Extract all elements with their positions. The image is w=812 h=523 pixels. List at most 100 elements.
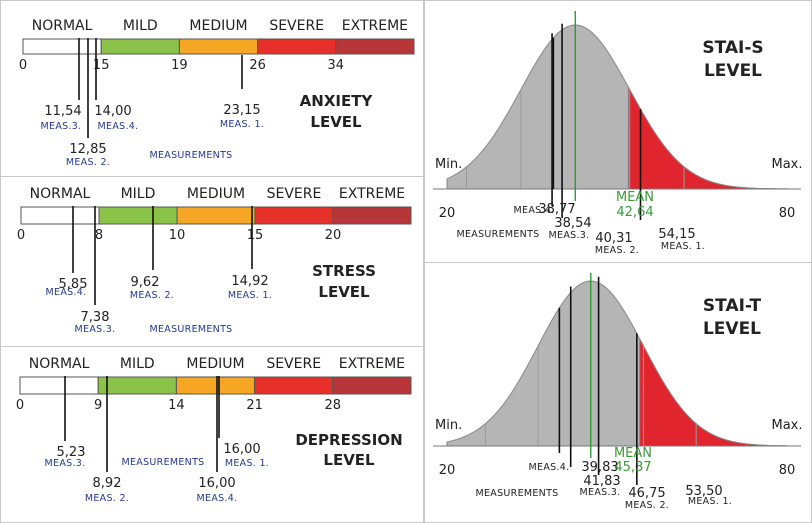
depression-threshold-label: 9 [94,398,102,413]
stress-category-label: MEDIUM [187,186,245,202]
stai-s-measurement-value: 38,54 [554,216,591,231]
stai-t-min-label: Min. [435,418,462,433]
depression-band-medium [175,376,256,395]
stai-t-measurement-value: 41,83 [583,474,620,489]
depression-measurement-name: MEAS. 2. [85,493,129,504]
stress-threshold-label: 20 [325,228,342,243]
stai-s-max-label: Max. [771,157,802,172]
depression-category-label: MEDIUM [186,356,244,372]
stress-threshold-label: 8 [95,228,103,243]
stress-measurement-name: MEAS.3. [75,324,116,335]
stai-t-measurement-value: 53,50 [685,484,722,499]
anxiety-band-normal [22,38,102,55]
depression-measurement-name: MEAS. 1. [225,458,269,469]
stai-s-title-line-1: STAI-S [702,38,763,58]
stai-t-title-line-2: LEVEL [703,319,761,339]
depression-measurement-value: 16,00 [223,442,260,457]
stai-s-x-max-value: 80 [779,206,796,221]
stai-t-measurement-name: MEAS.3. [580,487,621,498]
depression-measurement-value: 5,23 [57,445,86,460]
anxiety-category-label: NORMAL [32,18,93,34]
stai-t-mean-value: 45,37 [614,460,651,475]
anxiety-level-chart: NORMAL MILD MEDIUM SEVERE EXTREME 0 15 19 26 34 23… [19,18,415,168]
stai-s-measurement-value: 54,15 [658,227,695,242]
stai-s-level-panel: Min. Max. 20 80 54,15 MEAS. 1. 40,31 MEAS. 2. 38… [424,0,812,264]
stress-threshold-label: 10 [169,228,186,243]
stai-t-high-tail-area [639,338,788,447]
depression-category-label: NORMAL [29,356,90,372]
stress-measurement-value: 7,38 [81,310,110,325]
anxiety-category-label: EXTREME [342,18,408,34]
stai-s-measurement-name: MEAS.3. [549,230,590,241]
depression-measurement-name: MEAS.4. [197,493,238,504]
depression-band-extreme [332,376,412,395]
stai-t-measurement-name: MEAS.4. [529,462,570,473]
anxiety-measurement-name: MEAS. 2. [66,157,110,168]
stress-level-chart: NORMAL MILD MEDIUM SEVERE EXTREME 0 8 10 15 20 14,… [17,186,412,335]
stress-measurement-name: MEAS. 1. [228,290,272,301]
anxiety-title-line-1: ANXIETY [300,92,374,110]
stress-band-normal [20,206,100,225]
anxiety-measurement-value: 11,54 [44,104,81,119]
depression-band-mild [97,376,177,395]
stress-band-medium [176,206,256,225]
depression-threshold-label: 21 [246,398,263,413]
anxiety-band-severe [257,38,337,55]
stress-measurement-value: 14,92 [231,274,268,289]
stress-band-extreme [332,206,412,225]
stress-title-line-2: LEVEL [318,283,370,301]
anxiety-threshold-label: 34 [328,58,345,73]
stress-category-label: SEVERE [267,186,322,202]
stai-t-level-panel: Min. Max. 20 80 53,50 MEAS. 1. 46,75 MEAS. 2. 41… [424,262,812,523]
anxiety-measurement-value: 14,00 [94,104,131,119]
depression-threshold-label: 28 [325,398,342,413]
anxiety-threshold-label: 0 [19,58,27,73]
stress-threshold-label: 15 [247,228,264,243]
stai-t-measurement-name: MEAS. 1. [688,496,732,507]
depression-category-label: EXTREME [339,356,405,372]
stress-measurement-name: MEAS.4. [46,287,87,298]
stai-s-measurement-value: 38,77 [538,202,575,217]
stai-t-x-max-value: 80 [779,463,796,478]
anxiety-measurement-name: MEAS.4. [98,121,139,132]
stai-s-mean-value: 42,64 [616,205,653,220]
stress-measurement-value: 5,85 [59,277,88,292]
depression-measurement-value: 8,92 [93,476,122,491]
stress-measurement-name: MEAS. 2. [130,290,174,301]
stai-s-measurements-label: MEASUREMENTS [456,229,539,240]
anxiety-threshold-label: 15 [93,58,110,73]
stress-measurements-label: MEASUREMENTS [149,324,232,335]
stress-band-mild [98,206,178,225]
anxiety-threshold-label: 26 [249,58,266,73]
stai-s-measurement-value: 40,31 [595,231,632,246]
depression-title-line-2: LEVEL [323,451,375,469]
stress-level-panel: NORMAL MILD MEDIUM SEVERE EXTREME 0 8 10 15 20 14,… [0,176,424,348]
anxiety-band-extreme [335,38,415,55]
depression-threshold-label: 0 [16,398,24,413]
depression-level-chart: NORMAL MILD MEDIUM SEVERE EXTREME 0 9 14 21 28 16,… [16,356,412,504]
stress-category-label: EXTREME [339,186,405,202]
anxiety-measurement-name: MEAS.3. [41,121,82,132]
stai-t-measurement-name: MEAS. 2. [625,500,669,511]
anxiety-title-line-2: LEVEL [310,113,362,131]
anxiety-measurement-name: MEAS. 1. [220,119,264,130]
anxiety-measurement-value: 23,15 [223,103,260,118]
stai-t-measurement-value: 46,75 [628,486,665,501]
stai-s-mean-label: MEAN [616,190,654,205]
stress-category-label: NORMAL [30,186,91,202]
depression-category-label: SEVERE [266,356,321,372]
stai-s-measurement-name: MEAS. 1. [661,241,705,252]
stress-category-label: MILD [121,186,156,202]
depression-threshold-label: 14 [168,398,185,413]
stai-s-title-line-2: LEVEL [704,61,762,81]
anxiety-measurement-value: 12,85 [69,142,106,157]
stai-t-measurement-value: 39,83 [581,460,618,475]
anxiety-band-mild [100,38,180,55]
depression-level-panel: NORMAL MILD MEDIUM SEVERE EXTREME 0 9 14 21 28 16,… [0,346,424,523]
depression-title-line-1: DEPRESSION [295,431,402,449]
depression-measurements-label: MEASUREMENTS [121,457,204,468]
anxiety-threshold-label: 19 [171,58,188,73]
stai-t-mean-label: MEAN [614,446,652,461]
